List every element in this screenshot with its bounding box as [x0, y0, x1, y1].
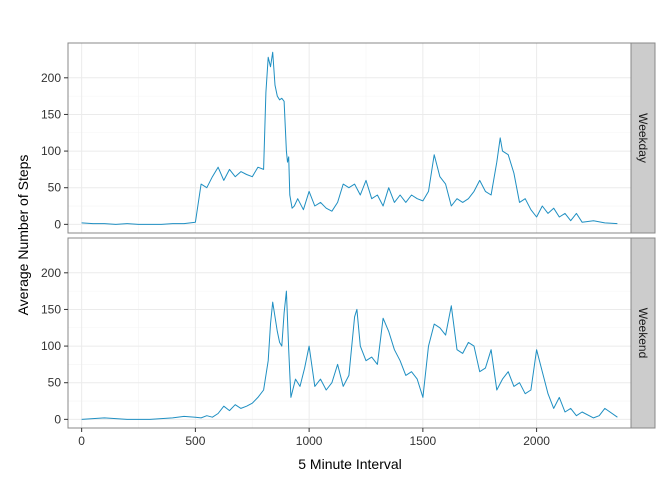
y-tick-label: 0 — [54, 217, 61, 231]
series-line-weekend — [81, 290, 618, 420]
x-tick-label: 500 — [185, 434, 205, 448]
x-tick-label: 1500 — [410, 434, 437, 448]
strip-label: Weekday — [636, 113, 650, 163]
y-tick-label: 0 — [54, 412, 61, 426]
x-tick-label: 0 — [78, 434, 85, 448]
panel-weekday: Weekday 0 50 100 150 200 — [41, 42, 656, 234]
x-tick-label: 2000 — [523, 434, 550, 448]
series-line-weekday — [81, 51, 618, 225]
y-axis-title: Average Number of Steps — [15, 155, 31, 316]
y-tick-label: 50 — [48, 181, 62, 195]
y-tick-label: 200 — [41, 266, 61, 280]
strip-background — [630, 42, 656, 234]
x-axis-title: 5 Minute Interval — [298, 456, 402, 472]
y-tick-label: 150 — [41, 302, 61, 316]
y-tick-label: 200 — [41, 71, 61, 85]
y-tick-label: 150 — [41, 107, 61, 121]
panel-background — [68, 43, 631, 233]
panel-background — [68, 238, 631, 428]
y-tick-label: 100 — [41, 339, 61, 353]
y-tick-label: 50 — [48, 376, 62, 390]
x-tick-label: 1000 — [296, 434, 323, 448]
strip-label: Weekend — [636, 308, 650, 358]
y-tick-label: 100 — [41, 144, 61, 158]
strip-background — [630, 237, 656, 429]
